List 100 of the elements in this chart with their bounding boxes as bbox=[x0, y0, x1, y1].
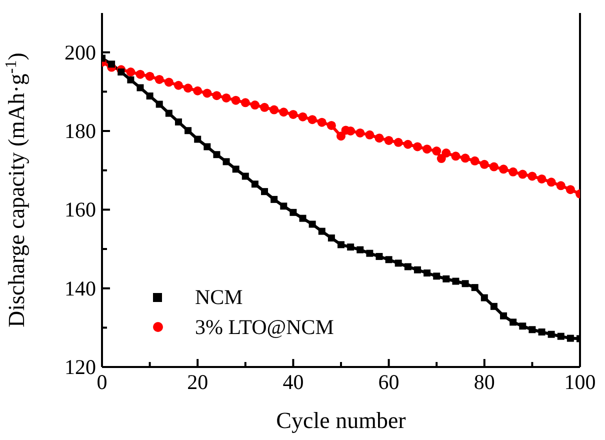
point bbox=[385, 256, 392, 264]
point bbox=[202, 88, 212, 98]
point bbox=[127, 76, 134, 84]
point bbox=[460, 154, 470, 163]
point bbox=[279, 108, 288, 117]
x-tick-label: 80 bbox=[474, 370, 495, 394]
point bbox=[318, 228, 326, 235]
point bbox=[204, 143, 211, 150]
point bbox=[212, 91, 222, 100]
y-tick-label: 160 bbox=[64, 198, 96, 222]
point bbox=[442, 148, 451, 158]
point bbox=[156, 100, 163, 108]
point bbox=[136, 70, 145, 79]
point bbox=[308, 220, 316, 228]
point bbox=[328, 234, 335, 242]
point bbox=[414, 266, 421, 274]
point bbox=[280, 202, 288, 210]
point bbox=[546, 178, 556, 187]
point bbox=[499, 164, 508, 174]
point bbox=[537, 174, 546, 184]
point bbox=[338, 241, 344, 248]
x-axis-title: Cycle number bbox=[276, 408, 406, 433]
point bbox=[403, 140, 412, 149]
point bbox=[222, 158, 230, 166]
point bbox=[260, 102, 270, 112]
point bbox=[566, 334, 574, 342]
point bbox=[164, 78, 174, 87]
point bbox=[126, 68, 136, 76]
legend-label: NCM bbox=[195, 284, 243, 310]
y-tick-label: 200 bbox=[64, 40, 96, 64]
point bbox=[194, 136, 202, 143]
point bbox=[184, 127, 192, 134]
point bbox=[412, 142, 422, 152]
point bbox=[165, 110, 172, 117]
point bbox=[557, 332, 564, 340]
point bbox=[261, 188, 268, 196]
point bbox=[376, 252, 383, 260]
point bbox=[442, 275, 450, 282]
point bbox=[146, 92, 154, 100]
point bbox=[222, 93, 231, 102]
point bbox=[118, 68, 125, 76]
x-tick-label: 100 bbox=[564, 370, 596, 394]
point bbox=[384, 136, 394, 145]
point bbox=[231, 96, 240, 105]
point bbox=[154, 74, 164, 84]
point bbox=[347, 244, 354, 251]
point bbox=[240, 98, 250, 108]
point bbox=[270, 196, 278, 203]
x-tick-label: 60 bbox=[378, 370, 400, 394]
legend-label: 3% LTO@NCM bbox=[195, 314, 334, 340]
point bbox=[317, 118, 326, 127]
point bbox=[480, 294, 488, 302]
point bbox=[290, 208, 297, 216]
point bbox=[184, 84, 193, 93]
point bbox=[356, 128, 365, 138]
point bbox=[174, 80, 183, 90]
point bbox=[251, 180, 258, 188]
point bbox=[394, 138, 403, 147]
point bbox=[566, 185, 575, 194]
point bbox=[548, 330, 555, 338]
point bbox=[432, 146, 442, 156]
point bbox=[356, 246, 364, 254]
point bbox=[424, 269, 431, 276]
point bbox=[232, 166, 240, 173]
point bbox=[462, 280, 469, 288]
point bbox=[213, 151, 220, 158]
point bbox=[519, 322, 526, 330]
x-tick-label: 40 bbox=[282, 370, 304, 394]
point bbox=[500, 312, 508, 320]
point bbox=[108, 60, 116, 68]
point bbox=[308, 115, 317, 124]
point bbox=[451, 152, 460, 161]
point bbox=[518, 170, 528, 179]
point bbox=[470, 156, 480, 166]
x-tick-label: 0 bbox=[96, 370, 108, 394]
point bbox=[528, 326, 536, 334]
point bbox=[250, 100, 260, 110]
point bbox=[242, 172, 249, 180]
point bbox=[270, 105, 279, 114]
point bbox=[422, 144, 432, 154]
point bbox=[298, 112, 308, 122]
point bbox=[452, 278, 460, 285]
point bbox=[336, 132, 346, 141]
point bbox=[288, 110, 298, 119]
x-tick-label: 20 bbox=[187, 370, 208, 394]
point bbox=[299, 214, 306, 222]
point bbox=[490, 302, 498, 310]
y-tick-label: 140 bbox=[64, 276, 96, 300]
point bbox=[480, 160, 489, 169]
point bbox=[510, 318, 517, 326]
point bbox=[556, 181, 566, 190]
point bbox=[136, 84, 144, 92]
point bbox=[366, 250, 374, 257]
point bbox=[365, 130, 374, 140]
point bbox=[326, 120, 336, 130]
point bbox=[538, 328, 546, 336]
y-tick-label: 120 bbox=[64, 355, 96, 379]
point bbox=[404, 263, 412, 270]
point bbox=[145, 72, 154, 81]
point bbox=[471, 284, 478, 292]
